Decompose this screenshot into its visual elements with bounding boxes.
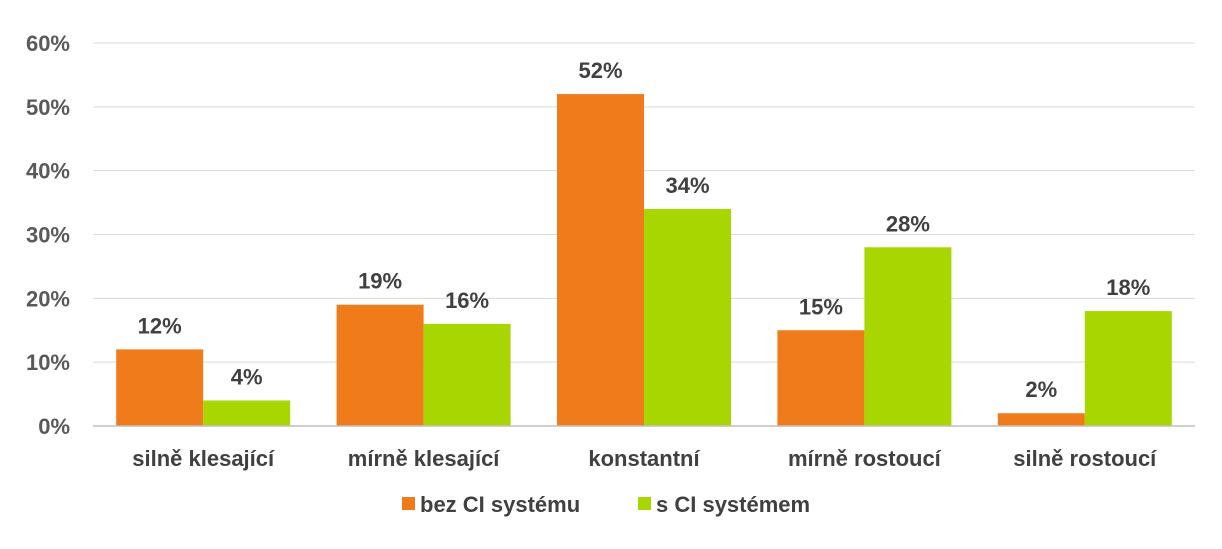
data-label: 4% [231, 364, 263, 389]
y-tick-label: 20% [26, 286, 70, 311]
bar [864, 247, 952, 426]
data-label: 16% [445, 288, 489, 313]
bar [116, 349, 204, 426]
x-tick-label: konstantní [588, 446, 700, 471]
legend-swatch-s-ci [638, 497, 651, 510]
bar [1084, 311, 1172, 426]
x-tick-label: silně klesající [132, 446, 275, 471]
x-tick-label: mírně rostoucí [788, 446, 942, 471]
data-label: 19% [358, 269, 402, 294]
bars [116, 94, 1172, 427]
bar [423, 323, 511, 426]
legend-label-bez-ci: bez CI systému [420, 492, 580, 517]
y-tick-label: 30% [26, 223, 70, 248]
data-label: 34% [665, 173, 709, 198]
data-label: 12% [138, 313, 182, 338]
bar [203, 400, 291, 426]
legend-swatch-bez-ci [402, 497, 415, 510]
y-tick-label: 40% [26, 159, 70, 184]
bar [336, 304, 424, 426]
data-label: 2% [1025, 377, 1057, 402]
data-label: 28% [886, 211, 930, 236]
bar [644, 208, 731, 426]
legend: bez CI systému s CI systémem [402, 492, 810, 517]
y-tick-label: 60% [26, 31, 70, 56]
y-tick-label: 0% [38, 414, 70, 439]
data-label: 52% [578, 58, 622, 83]
data-label: 18% [1106, 275, 1150, 300]
data-labels: 12% 4% 19% 16% 52% 34% 15% 28% 2% 18% [138, 58, 1151, 402]
bar [777, 330, 865, 426]
bar [997, 413, 1085, 426]
x-tick-label: mírně klesající [348, 446, 501, 471]
legend-label-s-ci: s CI systémem [656, 492, 810, 517]
y-tick-label: 10% [26, 350, 70, 375]
y-tick-label: 50% [26, 95, 70, 120]
x-tick-label: silně rostoucí [1013, 446, 1157, 471]
x-axis-categories: silně klesající mírně klesající konstantní… [132, 446, 1157, 471]
bar [557, 94, 644, 427]
data-label: 15% [799, 294, 843, 319]
y-axis-ticks: 0% 10% 20% 30% 40% 50% 60% [26, 31, 70, 439]
